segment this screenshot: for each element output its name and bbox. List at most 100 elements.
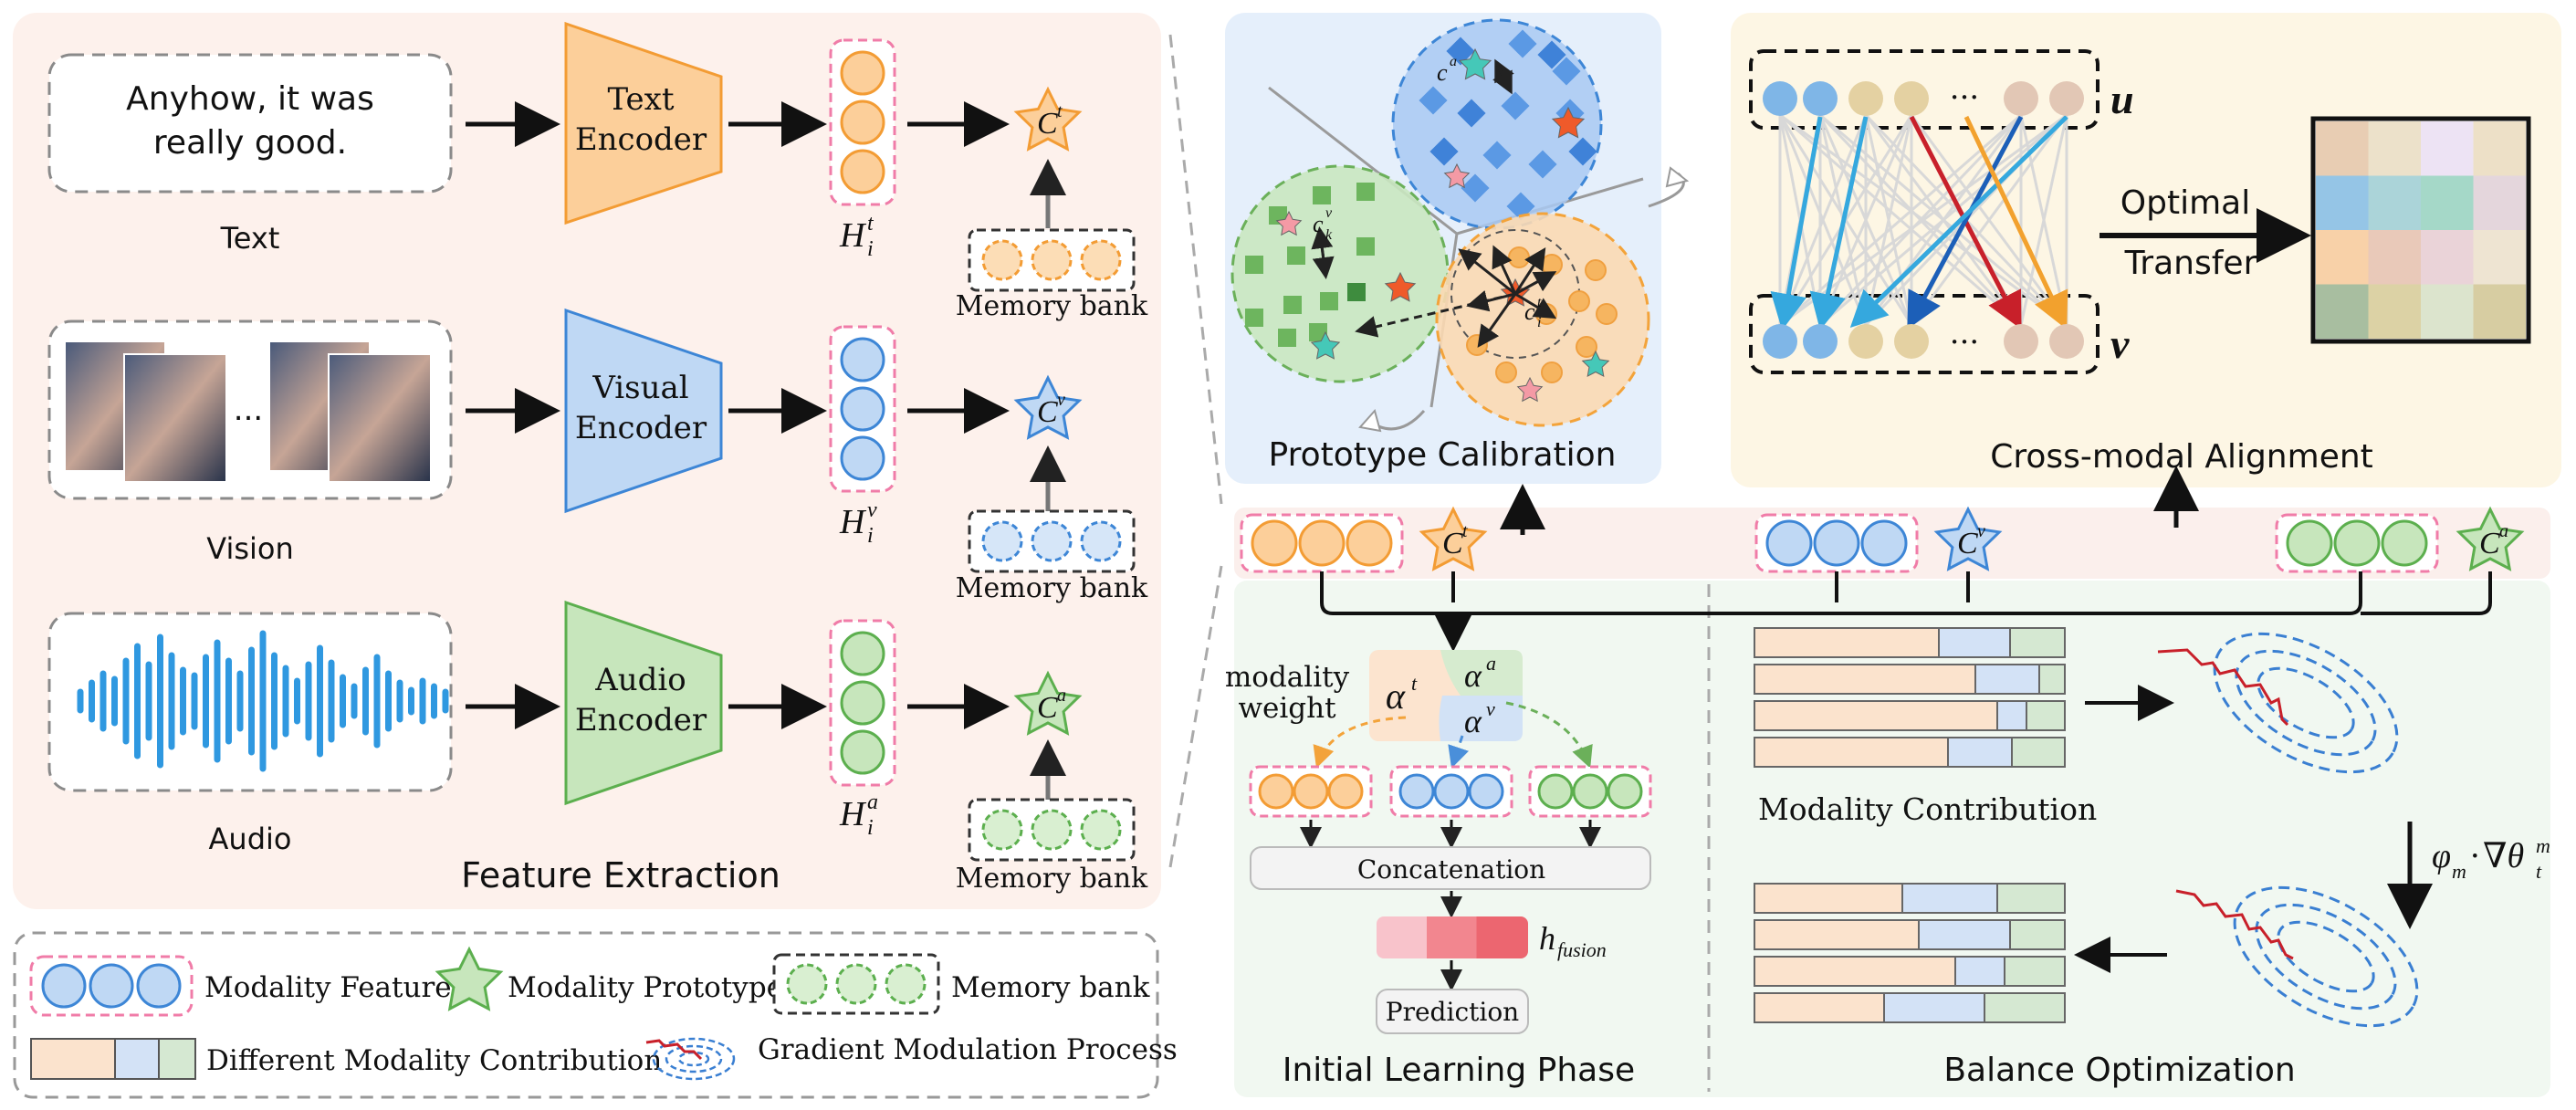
modality-weight-box: α t α a α v <box>1369 650 1523 741</box>
label-c-k-v: c v k <box>1313 205 1333 243</box>
legend-different-contribution: Different Modality Contribution <box>206 1044 662 1077</box>
bar-text-prototype-star: C t <box>1419 506 1488 571</box>
v-label: v <box>2110 320 2130 367</box>
svg-text:c: c <box>1313 211 1324 237</box>
transport-matrix <box>2310 116 2531 344</box>
ot-label-line2: Transfer <box>2124 245 2257 282</box>
label-H-audio: H a i <box>839 791 878 840</box>
svg-text:v: v <box>1977 521 1985 541</box>
feature-extraction-title: Feature Extraction <box>461 855 780 895</box>
svg-text:v: v <box>1325 205 1333 221</box>
text-encoder-line2: Encoder <box>575 121 707 158</box>
prediction-label: Prediction <box>1386 997 1519 1027</box>
visual-memory-bank <box>968 509 1136 573</box>
audio-cluster-points <box>1245 183 1375 347</box>
concatenation-box <box>1250 846 1651 890</box>
transport-highlight-arrows <box>1770 115 2068 330</box>
video-frames-right <box>270 342 432 483</box>
audio-label: Audio <box>209 822 292 856</box>
weight-arrow-visual <box>1448 735 1470 769</box>
legend-memory-bank: Memory bank <box>951 971 1150 1004</box>
svg-text:∇θ: ∇θ <box>2483 837 2524 875</box>
svg-text:t: t <box>2536 860 2542 883</box>
text-encoder <box>564 21 723 225</box>
legend-modality-feature: Modality Feature <box>204 971 452 1004</box>
feature-collector-bracket <box>1320 571 2492 615</box>
visual-prototype-star: C v <box>1013 374 1083 440</box>
label-H-text: H t i <box>839 212 874 261</box>
svg-text:t: t <box>1537 295 1542 310</box>
initial-learning-title: Initial Learning Phase <box>1283 1052 1635 1089</box>
audio-encoder-line2: Encoder <box>575 702 707 738</box>
svg-text:m: m <box>2536 834 2550 857</box>
legend-gradient-icon <box>645 1037 736 1081</box>
svg-text:i: i <box>867 237 874 261</box>
video-frames-left <box>66 342 227 483</box>
label-c-a: c a <box>1437 54 1457 86</box>
text-feature-stack <box>829 38 896 206</box>
weight-arrow-audio <box>1505 701 1593 769</box>
modality-weight-line1: modality <box>1225 661 1350 694</box>
visual-memory-bank-label: Memory bank <box>956 572 1148 604</box>
audio-encoder-line1: Audio <box>594 662 686 698</box>
gradient-contour-before <box>2157 632 2399 774</box>
text-prototype-star: C t <box>1013 86 1083 152</box>
svg-text:i: i <box>867 816 874 840</box>
u-node-box <box>1749 49 2100 130</box>
vision-cluster <box>1391 18 1603 230</box>
text-label: Text <box>220 221 280 256</box>
audio-feature-stack <box>829 619 896 787</box>
modality-contribution-label: Modality Contribution <box>1758 791 2097 827</box>
text-input-box <box>47 53 453 194</box>
svg-text:α: α <box>1386 675 1406 717</box>
weighted-audio-features <box>1528 765 1652 818</box>
svg-text:a: a <box>2499 521 2508 541</box>
svg-text:H: H <box>839 503 867 541</box>
svg-text:t: t <box>867 212 874 236</box>
svg-text:h: h <box>1539 920 1555 957</box>
svg-text:v: v <box>867 498 877 522</box>
audio-encoder <box>564 600 723 806</box>
curved-arrow-right-head <box>1665 166 1690 188</box>
cluster-prototype-stars <box>1275 47 1610 403</box>
svg-text:C: C <box>2479 527 2500 560</box>
svg-text:t: t <box>1411 672 1418 695</box>
zoom-line-bottom <box>1168 565 1223 868</box>
modality-weight-line2: weight <box>1238 692 1336 725</box>
svg-text:a: a <box>1057 686 1066 706</box>
balance-optimization-title: Balance Optimization <box>1943 1052 2295 1089</box>
weight-arrow-text <box>1313 716 1407 769</box>
v-node-box <box>1749 294 2100 374</box>
label-c-i-t: c t i <box>1524 295 1542 330</box>
audio-memory-bank-label: Memory bank <box>956 863 1148 895</box>
label-H-visual: H v i <box>839 498 877 548</box>
bar-visual-features <box>1754 513 1919 573</box>
svg-text:·: · <box>2470 837 2479 875</box>
svg-text:v: v <box>1486 697 1495 720</box>
bar-audio-features <box>2275 513 2439 573</box>
concatenation-label: Concatenation <box>1357 854 1545 885</box>
modality-contribution-bars-after <box>1754 883 2066 1023</box>
svg-text:v: v <box>1057 390 1065 410</box>
svg-text:α: α <box>1464 657 1482 694</box>
text-cluster-points <box>1466 246 1618 383</box>
visual-encoder-line1: Visual <box>592 370 688 406</box>
bar-text-features <box>1240 513 1404 573</box>
cross-modal-alignment-title: Cross-modal Alignment <box>1990 438 2373 476</box>
svg-text:t: t <box>1057 101 1063 121</box>
weighted-text-features <box>1249 765 1373 818</box>
u-nodes <box>1763 81 2084 116</box>
v-ellipsis: ··· <box>1950 324 1979 361</box>
ot-label-line1: Optimal <box>2120 184 2250 222</box>
vision-label: Vision <box>206 531 294 566</box>
u-ellipsis: ··· <box>1950 79 1979 116</box>
bar-audio-prototype-star: C a <box>2456 506 2525 571</box>
gradient-formula: φ m · ∇θ m t <box>2432 834 2550 883</box>
svg-text:t: t <box>1462 521 1468 541</box>
legend-feature-icon <box>29 955 194 1017</box>
svg-text:C: C <box>1037 107 1058 141</box>
svg-text:φ: φ <box>2432 837 2451 875</box>
legend-gradient-modulation: Gradient Modulation Process <box>758 1033 1178 1066</box>
svg-text:a: a <box>1450 54 1457 69</box>
